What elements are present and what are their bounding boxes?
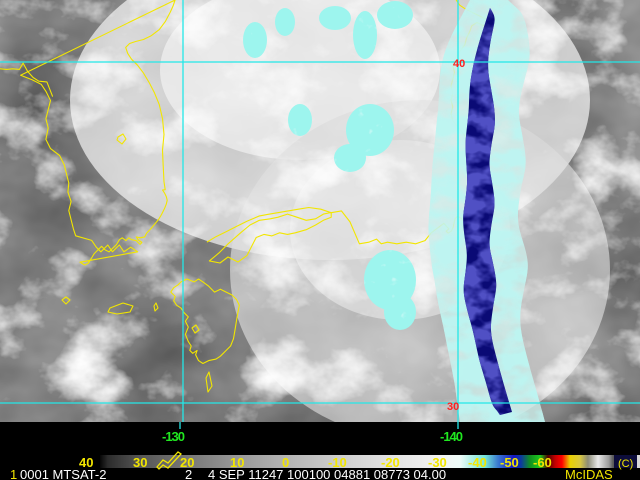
svg-text:-50: -50 (500, 455, 519, 470)
svg-text:30: 30 (447, 401, 459, 413)
svg-text:(C): (C) (618, 458, 633, 470)
svg-text:4 SEP 11247 100100 04881 08773: 4 SEP 11247 100100 04881 08773 04.00 (208, 467, 446, 480)
svg-text:40: 40 (453, 58, 465, 70)
svg-text:-140: -140 (440, 429, 463, 444)
svg-text:1: 1 (10, 467, 17, 480)
svg-text:2: 2 (185, 467, 192, 480)
svg-text:-60: -60 (533, 455, 552, 470)
svg-text:-130: -130 (162, 429, 185, 444)
svg-text:McIDAS: McIDAS (565, 467, 613, 480)
svg-text:-40: -40 (468, 455, 487, 470)
svg-text:0001 MTSAT-2: 0001 MTSAT-2 (20, 467, 106, 480)
svg-text:30: 30 (133, 455, 147, 470)
